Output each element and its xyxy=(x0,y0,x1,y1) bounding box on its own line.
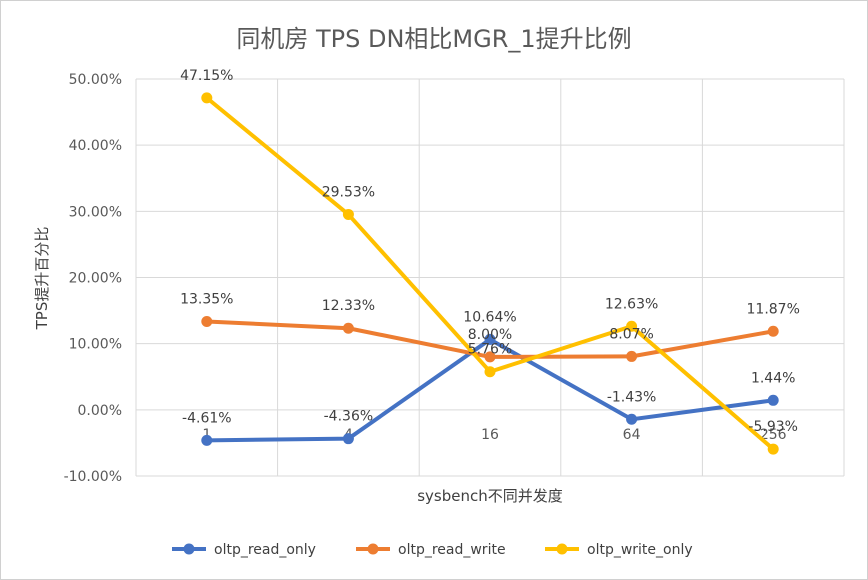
y-axis-ticks: -10.00% 0.00% 10.00% 20.00% 30.00% 40.00% 50.0… xyxy=(64,72,122,485)
x-tick-label: 256 xyxy=(760,427,787,443)
data-point-oltp_read_only xyxy=(342,433,354,445)
series-layer xyxy=(201,92,779,455)
data-label-oltp_read_only: -4.61% xyxy=(182,410,232,426)
data-point-oltp_write_only xyxy=(201,92,213,104)
data-point-oltp_write_only xyxy=(626,320,638,332)
gridlines xyxy=(135,78,845,477)
y-tick-label: 40.00% xyxy=(69,138,122,154)
data-point-oltp_write_only xyxy=(767,443,779,455)
data-point-oltp_read_only xyxy=(484,333,496,345)
y-tick-label: 50.00% xyxy=(69,72,122,88)
data-point-oltp_read_write xyxy=(201,316,213,328)
data-label-oltp_read_only: -1.43% xyxy=(607,389,657,405)
y-axis-title: TPS提升百分比 xyxy=(33,227,51,331)
data-point-oltp_read_write xyxy=(626,350,638,362)
data-label-oltp_read_only: -4.36% xyxy=(324,409,374,425)
x-tick-label: 16 xyxy=(481,427,499,443)
y-tick-label: 0.00% xyxy=(78,403,122,419)
legend-label-oltp_write_only: oltp_write_only xyxy=(587,542,693,558)
data-point-oltp_read_only xyxy=(626,413,638,425)
data-point-oltp_read_write xyxy=(342,322,354,334)
data-label-oltp_read_write: 11.87% xyxy=(747,301,800,317)
legend-label-oltp_read_only: oltp_read_only xyxy=(214,542,316,558)
legend-label-oltp_read_write: oltp_read_write xyxy=(398,542,506,558)
data-label-oltp_write_only: 29.53% xyxy=(322,184,375,200)
data-labels: -4.61% -4.36% 10.64% -1.43% 1.44% 13.35% 12.33… xyxy=(180,68,800,435)
data-point-oltp_write_only xyxy=(342,208,354,220)
data-point-oltp_read_write xyxy=(484,351,496,363)
data-label-oltp_write_only: 47.15% xyxy=(180,68,233,84)
series-line-oltp_write_only xyxy=(205,96,775,451)
data-point-oltp_write_only xyxy=(484,366,496,378)
data-point-oltp_read_only xyxy=(201,434,213,446)
data-label-oltp_write_only: 5.76% xyxy=(468,342,512,358)
y-tick-label: 20.00% xyxy=(69,271,122,287)
data-point-oltp_read_write xyxy=(767,325,779,337)
data-label-oltp_write_only: -5.93% xyxy=(748,419,798,435)
data-label-oltp_read_write: 13.35% xyxy=(180,292,233,308)
x-tick-label: 1 xyxy=(202,427,211,443)
data-label-oltp_read_only: 1.44% xyxy=(751,370,795,386)
data-label-oltp_write_only: 12.63% xyxy=(605,296,658,312)
x-tick-label: 64 xyxy=(623,427,641,443)
data-point-oltp_read_only xyxy=(767,394,779,406)
data-label-oltp_read_write: 8.00% xyxy=(468,327,512,343)
y-tick-label: 10.00% xyxy=(69,337,122,353)
y-tick-label: 30.00% xyxy=(69,204,122,220)
legend-marker-oltp_read_write xyxy=(367,543,379,555)
y-tick-label: -10.00% xyxy=(64,469,122,485)
data-label-oltp_read_only: 10.64% xyxy=(463,309,516,325)
chart-title: 同机房 TPS DN相比MGR_1提升比例 xyxy=(236,25,631,53)
data-label-oltp_read_write: 12.33% xyxy=(322,298,375,314)
x-axis-title: sysbench不同并发度 xyxy=(417,487,563,505)
legend-marker-oltp_read_only xyxy=(183,543,195,555)
legend-marker-oltp_write_only xyxy=(556,543,568,555)
data-label-oltp_read_write: 8.07% xyxy=(609,326,653,342)
legend: oltp_read_only oltp_read_write oltp_write_… xyxy=(172,542,693,558)
